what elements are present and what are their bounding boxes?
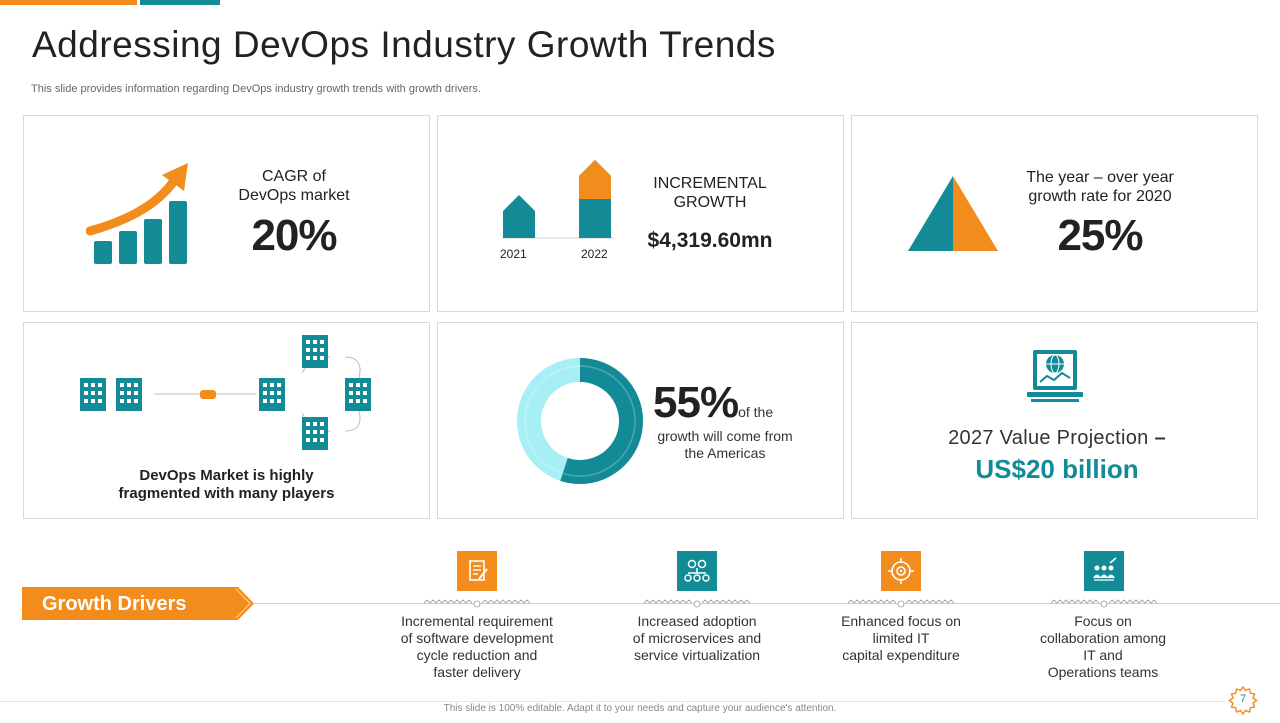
gear-icon (1228, 685, 1258, 716)
incremental-label: INCREMENTAL GROWTH (635, 174, 785, 212)
americas-caption-line2: growth will come from (657, 428, 793, 444)
driver-2-line1: Increased adoption (637, 613, 757, 629)
driver-1-line1: Incremental requirement (401, 613, 553, 629)
americas-caption: growth will come from the Americas (645, 428, 805, 462)
card-americas-growth: 55%of the growth will come from the Amer… (437, 322, 844, 519)
driver-1-text: Incremental requirement of software deve… (377, 613, 577, 681)
driver-3-line2: limited IT (872, 630, 930, 646)
driver-4-line4: Operations teams (1047, 664, 1159, 680)
target-icon (888, 558, 914, 584)
yoy-value: 25% (1057, 211, 1143, 260)
driver-2-connector (644, 599, 750, 608)
card-fragmented-market: DevOps Market is highly fragmented with … (23, 322, 430, 519)
pyramid-icon (908, 176, 998, 251)
incremental-label-line1: INCREMENTAL (653, 175, 767, 192)
driver-4-icon-tile (1084, 551, 1124, 591)
page-title: Addressing DevOps Industry Growth Trends (32, 24, 776, 65)
global-laptop-icon (1027, 350, 1083, 402)
americas-suffix: of the (738, 404, 774, 420)
driver-1-connector (424, 599, 530, 608)
drivers-title: Growth Drivers (42, 593, 187, 615)
year-2022-label: 2022 (581, 247, 608, 261)
card-incremental-growth: 2021 2022 INCREMENTAL GROWTH $4,319.60mn (437, 115, 844, 312)
driver-4-text: Focus on collaboration among IT and Oper… (1003, 613, 1203, 681)
driver-1-line4: faster delivery (433, 664, 521, 680)
top-accent-teal (140, 0, 220, 5)
driver-2-line3: service virtualization (633, 647, 761, 663)
projection-label-row: 2027 Value Projection – (932, 427, 1182, 450)
driver-3-text: Enhanced focus on limited IT capital exp… (801, 613, 1001, 664)
year-2021-label: 2021 (500, 247, 527, 261)
card-value-projection: 2027 Value Projection – US$20 billion (851, 322, 1258, 519)
projection-value: US$20 billion (975, 454, 1139, 484)
footer-note: This slide is 100% editable. Adapt it to… (443, 703, 837, 714)
network-icon (684, 559, 710, 582)
yoy-label-line2: growth rate for 2020 (1028, 188, 1172, 205)
driver-1-line3: cycle reduction and (416, 647, 538, 663)
driver-4-line1: Focus on (1074, 613, 1132, 629)
footer-divider (0, 701, 1225, 702)
growth-chart-icon (86, 163, 188, 264)
projection-label: 2027 Value Projection (948, 427, 1149, 449)
driver-4-connector (1051, 599, 1157, 608)
driver-3-line1: Enhanced focus on (841, 613, 961, 629)
team-icon (1093, 557, 1117, 581)
card-yoy-growth: The year – over year growth rate for 202… (851, 115, 1258, 312)
projection-dash: – (1154, 427, 1166, 449)
fragmented-text: DevOps Market is highly fragmented with … (74, 467, 379, 503)
bar-comparison-icon (502, 160, 614, 239)
card-cagr: CAGR of DevOps market 20% (23, 115, 430, 312)
driver-1-icon-tile (457, 551, 497, 591)
americas-caption-line3: the Americas (684, 445, 766, 461)
fragmented-line2: fragmented with many players (118, 485, 335, 502)
driver-2-icon-tile (677, 551, 717, 591)
drivers-divider (250, 603, 1280, 604)
driver-4-line2: collaboration among (1039, 630, 1167, 646)
americas-donut (517, 358, 643, 484)
page-subtitle: This slide provides information regardin… (31, 83, 481, 95)
incremental-label-line2: GROWTH (673, 194, 747, 211)
driver-3-icon-tile (881, 551, 921, 591)
incremental-value: $4,319.60mn (647, 229, 773, 252)
americas-value-row: 55%of the (653, 378, 813, 428)
checklist-icon (469, 560, 488, 581)
cagr-value: 20% (251, 211, 337, 260)
driver-2-text: Increased adoption of microservices and … (597, 613, 797, 664)
driver-2-line2: of microservices and (632, 630, 762, 646)
fragmented-line1: DevOps Market is highly (139, 467, 314, 484)
americas-value: 55% (653, 378, 739, 427)
cagr-label-line2: DevOps market (238, 187, 350, 204)
yoy-label: The year – over year growth rate for 202… (1010, 168, 1190, 206)
driver-1-line2: of software development (400, 630, 554, 646)
buildings-network-icon (80, 335, 371, 450)
page-number-badge: 7 (1226, 684, 1260, 718)
donut-share-segment (517, 358, 643, 484)
yoy-label-line1: The year – over year (1026, 169, 1174, 186)
driver-3-line3: capital expenditure (842, 647, 960, 663)
page-number: 7 (1239, 693, 1247, 705)
cagr-label-line1: CAGR of (261, 168, 326, 185)
cagr-label: CAGR of DevOps market (229, 167, 359, 205)
driver-3-connector (848, 599, 954, 608)
drivers-tag-shape (22, 587, 254, 620)
driver-4-line3: IT and (1083, 647, 1123, 663)
top-accent-orange (0, 0, 137, 5)
